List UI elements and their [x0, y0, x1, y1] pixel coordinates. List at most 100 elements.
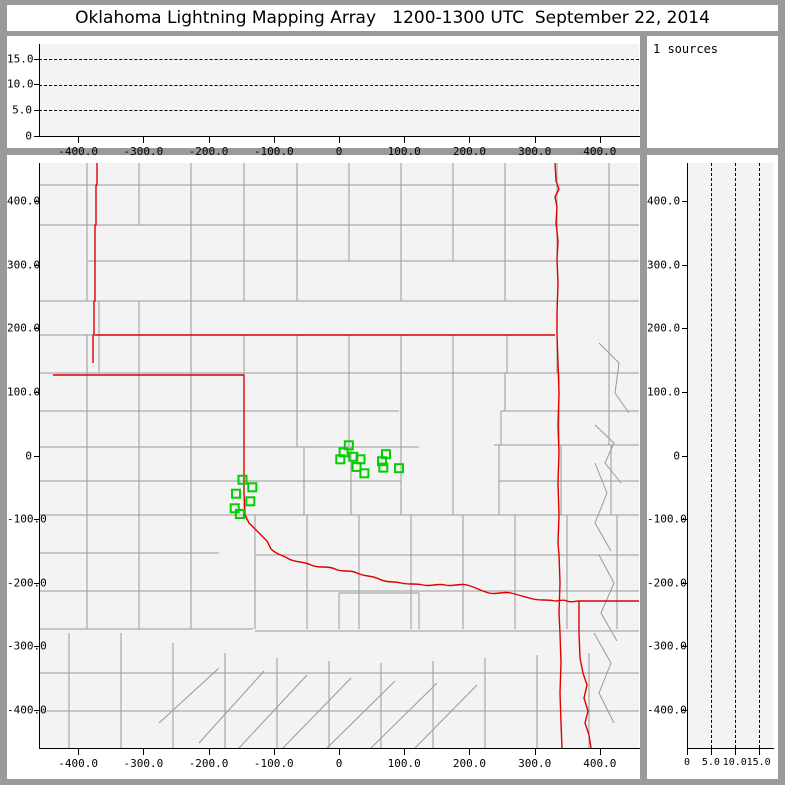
- map-xlabel-8: 400.0: [583, 757, 617, 770]
- map-xlabel-1: -300.0: [123, 757, 164, 770]
- profile-tick-y-7: [682, 264, 688, 266]
- tick-x-1: [143, 137, 145, 143]
- state-boundaries-layer: [53, 163, 639, 748]
- timeseries-panel: 0 5.0 10.0 15.0 -400.0 -300.0 -200.0 -100.0…: [7, 36, 640, 158]
- map-ylabel-7: 300.0: [7, 258, 41, 272]
- map-ylabel-8: 400.0: [7, 194, 41, 208]
- map-plot-area[interactable]: [39, 163, 639, 748]
- map-xlabel-0: -400.0: [58, 757, 98, 770]
- profile-plot-area[interactable]: [687, 163, 773, 748]
- map-tick-y-2: [34, 582, 40, 584]
- xlabel-ts-3: -100.0: [253, 145, 294, 158]
- tick-y-0: [34, 136, 40, 137]
- gridline-y-10: [39, 84, 639, 86]
- timeseries-x-axis: [39, 136, 640, 137]
- profile-ylabel-7: 300.0: [647, 258, 681, 272]
- profile-panel: -400.0 -300.0 -200.0 -100.0 0 100.0 200.0 300.0…: [647, 155, 778, 779]
- tick-x-3: [273, 137, 275, 143]
- profile-xlabel-0: 0: [683, 757, 691, 768]
- map-tick-x-2: [208, 749, 210, 755]
- gridline-y-5: [39, 110, 639, 112]
- map-xlabel-3: -100.0: [253, 757, 294, 770]
- map-tick-y-7: [34, 264, 40, 266]
- tick-y-5: [34, 110, 40, 111]
- profile-ylabel-0: -400.0: [647, 703, 687, 717]
- timeseries-y-axis: [39, 44, 40, 137]
- source-marker: [234, 509, 245, 519]
- profile-tick-y-3: [682, 519, 688, 521]
- profile-tick-y-1: [682, 646, 688, 648]
- profile-ylabel-2: -200.0: [647, 576, 687, 590]
- map-tick-x-4: [339, 749, 340, 755]
- gridline-x-15: [758, 163, 760, 748]
- profile-tick-x-0: [687, 749, 688, 755]
- map-x-axis: [39, 748, 640, 749]
- tick-x-2: [208, 137, 210, 143]
- map-ylabel-3: -100.0: [7, 512, 47, 526]
- map-tick-x-7: [534, 749, 536, 755]
- sources-info-box: 1 sources: [647, 36, 778, 148]
- map-tick-x-6: [469, 749, 471, 755]
- xlabel-ts-0: -400.0: [58, 145, 98, 158]
- map-tick-x-8: [599, 749, 601, 755]
- source-marker: [229, 503, 240, 514]
- profile-tick-y-4: [682, 455, 688, 457]
- title-bar: Oklahoma Lightning Mapping Array 1200-13…: [7, 5, 778, 31]
- map-tick-y-6: [34, 328, 40, 330]
- profile-ylabel-6: 200.0: [647, 321, 681, 335]
- map-xlabel-6: 200.0: [452, 757, 486, 770]
- profile-tick-y-0: [682, 709, 688, 711]
- xlabel-ts-6: 200.0: [452, 145, 486, 158]
- tick-x-7: [534, 137, 536, 143]
- source-marker: [247, 482, 258, 493]
- ylabel-ts-10: 10.0: [7, 77, 34, 91]
- tick-y-10: [34, 84, 40, 85]
- gridline-x-5: [710, 163, 712, 748]
- xlabel-ts-2: -200.0: [188, 145, 229, 158]
- profile-tick-x-3: [758, 749, 760, 755]
- timeseries-plot-area[interactable]: [39, 44, 639, 136]
- xlabel-ts-5: 100.0: [387, 145, 421, 158]
- ylabel-ts-15: 15.0: [7, 52, 34, 66]
- map-xlabel-5: 100.0: [387, 757, 421, 770]
- profile-tick-y-8: [682, 201, 688, 203]
- source-marker: [245, 496, 256, 507]
- page-title: Oklahoma Lightning Mapping Array 1200-13…: [75, 8, 710, 28]
- source-marker: [231, 488, 241, 499]
- profile-xlabel-2: 10.0: [722, 757, 747, 768]
- tick-x-5: [404, 137, 406, 143]
- map-tick-y-0: [34, 709, 40, 711]
- tick-y-15: [34, 59, 40, 60]
- source-count-label: 1 sources: [653, 42, 719, 56]
- profile-ylabel-4: 0: [673, 449, 680, 462]
- map-tick-y-5: [34, 391, 40, 393]
- profile-tick-y-2: [682, 582, 688, 584]
- profile-tick-y-5: [682, 391, 688, 393]
- profile-tick-y-6: [682, 328, 688, 330]
- tick-x-8: [599, 137, 601, 143]
- profile-x-axis: [687, 748, 774, 749]
- gridline-x-10: [734, 163, 736, 748]
- source-marker: [335, 454, 346, 465]
- map-ylabel-5: 100.0: [7, 385, 41, 399]
- source-marker: [237, 474, 248, 485]
- profile-ylabel-3: -100.0: [647, 512, 687, 526]
- map-tick-x-1: [143, 749, 145, 755]
- profile-ylabel-5: 100.0: [647, 385, 681, 399]
- source-marker: [359, 468, 370, 479]
- profile-ylabel-1: -300.0: [647, 639, 687, 653]
- map-xlabel-7: 300.0: [518, 757, 552, 770]
- tick-x-6: [469, 137, 471, 143]
- map-tick-y-3: [34, 519, 40, 521]
- profile-xlabel-3: 15.0: [746, 757, 771, 768]
- map-tick-x-5: [404, 749, 406, 755]
- profile-xlabel-1: 5.0: [701, 757, 720, 768]
- map-ylabel-2: -200.0: [7, 576, 47, 590]
- profile-tick-x-1: [710, 749, 712, 755]
- source-marker: [377, 456, 387, 467]
- profile-tick-x-2: [734, 749, 736, 755]
- xlabel-ts-1: -300.0: [123, 145, 164, 158]
- map-tick-y-4: [34, 455, 40, 457]
- xlabel-ts-8: 400.0: [583, 145, 617, 158]
